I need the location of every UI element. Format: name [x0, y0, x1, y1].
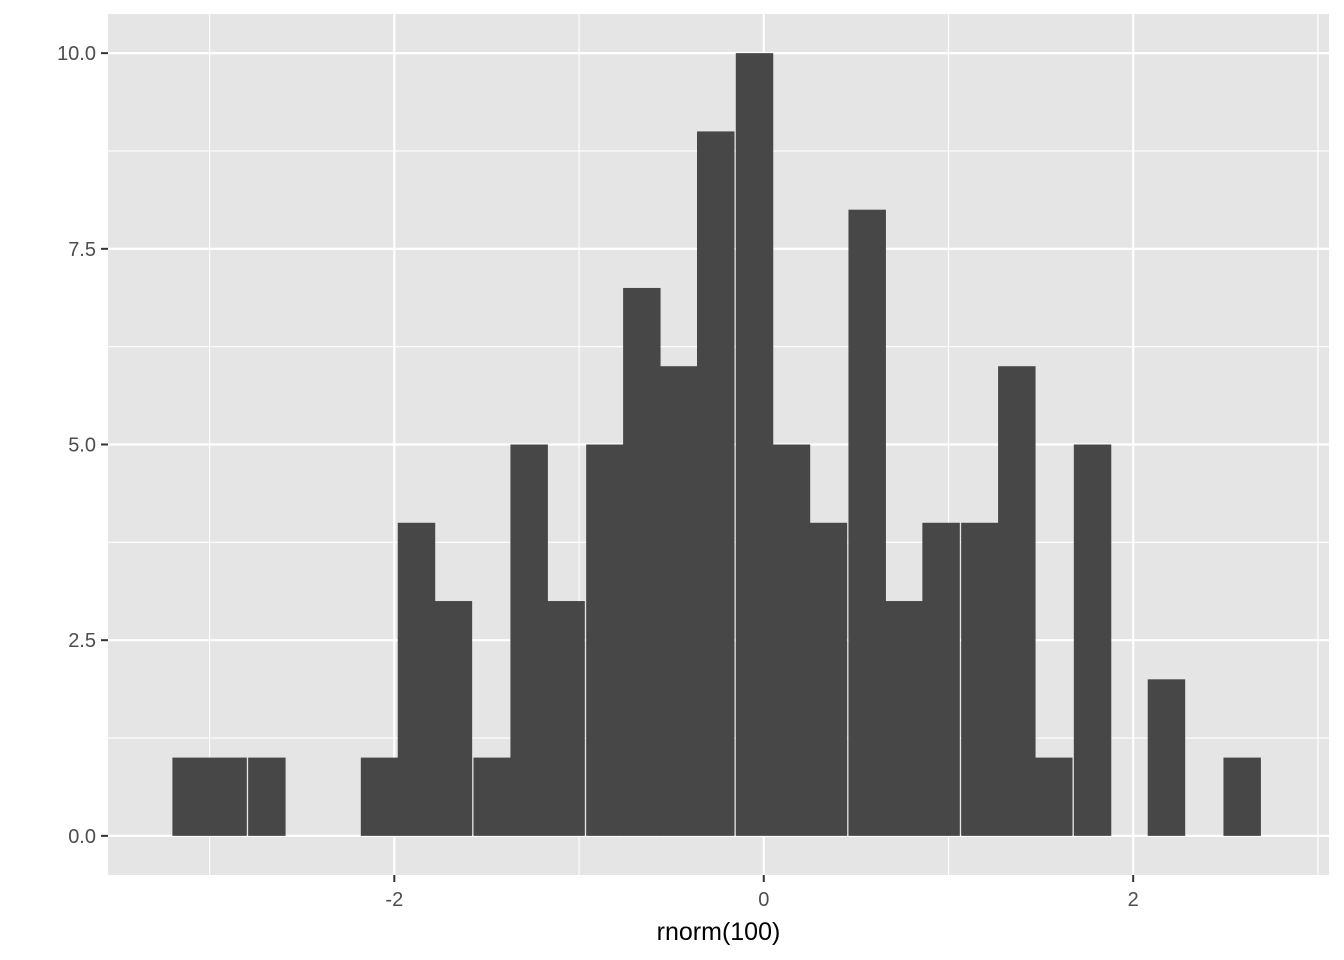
histogram-bar — [1073, 444, 1112, 836]
y-tick-label: 0.0 — [68, 826, 96, 848]
histogram-bar — [360, 757, 399, 836]
y-tick-label: 7.5 — [68, 239, 96, 261]
x-tick-label: -2 — [385, 889, 403, 911]
histogram-bar — [1147, 679, 1186, 836]
histogram-bar — [209, 757, 247, 836]
y-tick-label: 2.5 — [68, 630, 96, 652]
histogram-bar — [510, 444, 548, 836]
histogram-bar — [586, 444, 624, 836]
histogram-bar — [735, 53, 774, 836]
histogram-bar — [696, 131, 735, 836]
histogram-bar — [772, 444, 811, 836]
histogram-bar — [660, 366, 698, 836]
histogram-bar — [473, 757, 511, 836]
y-tick-label: 10.0 — [57, 43, 96, 65]
histogram-bar — [885, 601, 923, 836]
histogram-bar — [922, 522, 960, 836]
histogram-bar — [547, 601, 585, 836]
histogram-bar — [848, 209, 886, 836]
histogram-bar — [1223, 757, 1261, 836]
histogram-bar — [623, 287, 661, 836]
x-axis-title: rnorm(100) — [657, 918, 781, 946]
histogram-bar — [961, 522, 999, 836]
histogram-bar — [434, 601, 473, 836]
histogram-bar — [248, 757, 286, 836]
x-axis: -2 0 2 — [385, 875, 1139, 911]
x-tick-label: 0 — [758, 889, 769, 911]
histogram-bar — [998, 366, 1036, 836]
histogram-bar — [1035, 757, 1073, 836]
histogram-bar — [397, 522, 436, 836]
y-axis: 0.0 2.5 5.0 7.5 10.0 — [57, 43, 108, 848]
histogram-bar — [172, 757, 210, 836]
histogram-bars — [172, 53, 1261, 836]
histogram-bar — [809, 522, 848, 836]
x-tick-label: 2 — [1128, 889, 1139, 911]
y-tick-label: 5.0 — [68, 435, 96, 457]
